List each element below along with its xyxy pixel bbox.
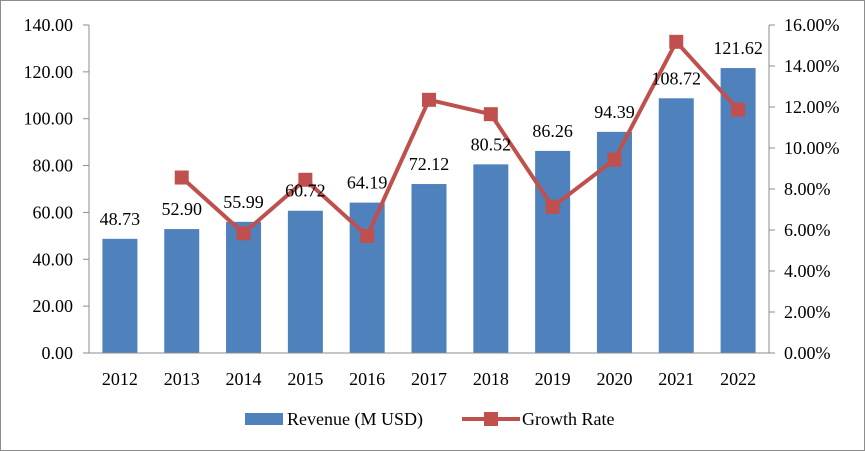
growth-rate-marker — [422, 92, 436, 107]
right-tick-label: 14.00% — [784, 56, 840, 76]
growth-rate-polyline — [180, 39, 740, 238]
revenue-bars — [102, 68, 756, 354]
left-tick-label: 100.00 — [24, 109, 74, 129]
left-tick-label: 20.00 — [33, 296, 74, 316]
growth-rate-marker — [236, 226, 251, 241]
left-tick-label: 140.00 — [24, 15, 74, 35]
x-tick-label: 2016 — [349, 369, 385, 389]
x-tick-label: 2015 — [287, 369, 323, 389]
revenue-data-label: 60.72 — [285, 181, 326, 201]
revenue-data-label: 121.62 — [713, 38, 763, 58]
legend: Revenue (M USD) Growth Rate — [245, 409, 614, 430]
revenue-data-label: 55.99 — [223, 192, 264, 212]
right-axis-ticks: 0.00% 2.00% 4.00% 6.00% 8.00% 10.00% 12.00% 14.… — [769, 15, 840, 363]
x-axis-labels: 2012 2013 2014 2015 2016 2017 2018 2019 2020 2021… — [102, 369, 756, 389]
revenue-bar — [658, 98, 694, 353]
revenue-bar — [411, 184, 447, 353]
revenue-data-label: 72.12 — [409, 154, 450, 174]
growth-rate-marker — [174, 170, 189, 185]
right-tick-label: 0.00% — [784, 343, 831, 363]
revenue-data-label: 64.19 — [347, 173, 388, 193]
x-tick-label: 2014 — [226, 369, 262, 389]
x-tick-label: 2013 — [164, 369, 200, 389]
x-tick-label: 2019 — [535, 369, 571, 389]
x-tick-label: 2017 — [411, 369, 447, 389]
revenue-bar — [164, 229, 200, 353]
right-tick-label: 10.00% — [784, 138, 840, 158]
revenue-bar — [102, 238, 138, 353]
revenue-bar — [226, 221, 262, 353]
growth-rate-line — [174, 34, 746, 243]
revenue-data-label: 52.90 — [161, 199, 202, 219]
revenue-data-label: 80.52 — [471, 134, 512, 154]
growth-rate-marker — [731, 102, 746, 117]
right-tick-label: 12.00% — [784, 97, 840, 117]
x-tick-label: 2012 — [102, 369, 138, 389]
revenue-data-label: 94.39 — [594, 102, 635, 122]
left-tick-label: 0.00 — [42, 343, 74, 363]
legend-revenue-label: Revenue (M USD) — [287, 409, 423, 430]
growth-rate-marker — [607, 152, 622, 167]
growth-rate-marker — [669, 34, 684, 49]
legend-revenue-swatch — [245, 413, 283, 425]
x-tick-label: 2018 — [473, 369, 509, 389]
x-tick-label: 2021 — [658, 369, 694, 389]
growth-rate-marker — [483, 107, 498, 122]
right-tick-label: 6.00% — [784, 220, 831, 240]
revenue-bar — [287, 210, 323, 353]
x-tick-label: 2020 — [596, 369, 632, 389]
revenue-data-label: 48.73 — [100, 209, 141, 229]
revenue-bar — [535, 150, 571, 353]
right-tick-label: 4.00% — [784, 261, 831, 281]
growth-rate-marker — [360, 228, 375, 243]
left-tick-label: 120.00 — [24, 62, 74, 82]
revenue-bar — [473, 164, 509, 353]
revenue-data-label: 108.72 — [652, 68, 702, 88]
growth-rate-marker — [298, 172, 313, 187]
left-tick-label: 80.00 — [33, 156, 74, 176]
legend-growth-marker — [484, 412, 498, 426]
left-axis-ticks: 0.00 20.00 40.00 60.00 80.00 100.00 120.00 140.… — [24, 15, 89, 363]
legend-growth-label: Growth Rate — [522, 409, 614, 429]
growth-rate-marker — [545, 199, 560, 214]
x-tick-label: 2022 — [720, 369, 756, 389]
bar-data-labels: 48.73 52.90 55.99 60.72 64.19 72.12 80.52 86.26… — [100, 38, 763, 229]
axes — [88, 25, 770, 354]
left-tick-label: 60.00 — [33, 202, 74, 222]
right-tick-label: 2.00% — [784, 302, 831, 322]
right-tick-label: 8.00% — [784, 179, 831, 199]
right-tick-label: 16.00% — [784, 15, 840, 35]
left-tick-label: 40.00 — [33, 249, 74, 269]
revenue-data-label: 86.26 — [532, 121, 573, 141]
